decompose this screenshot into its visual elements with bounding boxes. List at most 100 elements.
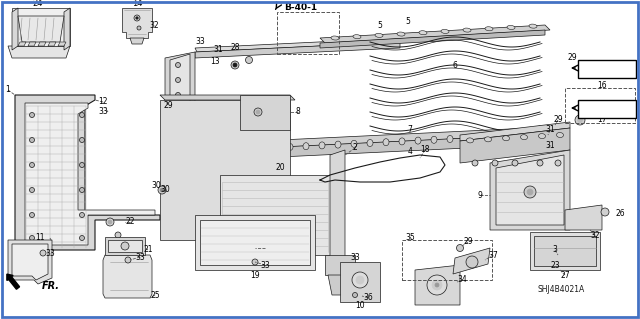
Bar xyxy=(277,12,339,54)
Circle shape xyxy=(79,235,84,241)
Circle shape xyxy=(79,188,84,192)
Circle shape xyxy=(456,244,463,251)
Circle shape xyxy=(136,17,138,19)
Ellipse shape xyxy=(397,32,405,36)
Ellipse shape xyxy=(502,136,509,141)
Circle shape xyxy=(252,259,258,265)
Polygon shape xyxy=(195,42,400,58)
Polygon shape xyxy=(165,52,195,136)
Circle shape xyxy=(115,232,121,238)
Ellipse shape xyxy=(419,31,427,35)
Circle shape xyxy=(79,113,84,117)
Text: 16: 16 xyxy=(597,81,607,91)
Text: 27: 27 xyxy=(560,271,570,279)
Polygon shape xyxy=(18,16,64,42)
Text: 35: 35 xyxy=(405,233,415,241)
Circle shape xyxy=(79,212,84,218)
Text: 9: 9 xyxy=(477,190,483,199)
Polygon shape xyxy=(160,100,290,240)
Polygon shape xyxy=(534,236,596,266)
Text: B-41-20: B-41-20 xyxy=(588,65,627,75)
Ellipse shape xyxy=(353,35,361,39)
Polygon shape xyxy=(58,42,66,46)
Text: 10: 10 xyxy=(355,300,365,309)
Polygon shape xyxy=(25,103,155,252)
Text: 3: 3 xyxy=(552,246,557,255)
Circle shape xyxy=(512,160,518,166)
Polygon shape xyxy=(453,248,490,274)
Text: 33: 33 xyxy=(195,38,205,47)
Text: 21: 21 xyxy=(143,246,153,255)
Ellipse shape xyxy=(485,27,493,31)
Polygon shape xyxy=(103,255,152,298)
Ellipse shape xyxy=(367,139,373,146)
Circle shape xyxy=(158,186,166,194)
Circle shape xyxy=(524,186,536,198)
Text: B-40-1: B-40-1 xyxy=(284,3,317,11)
Circle shape xyxy=(29,113,35,117)
Polygon shape xyxy=(170,54,190,134)
Ellipse shape xyxy=(303,143,309,150)
Circle shape xyxy=(577,117,582,122)
Ellipse shape xyxy=(375,33,383,37)
Polygon shape xyxy=(415,265,460,305)
Circle shape xyxy=(29,188,35,192)
Text: 33: 33 xyxy=(260,261,270,270)
Circle shape xyxy=(427,275,447,295)
Circle shape xyxy=(537,160,543,166)
Polygon shape xyxy=(530,232,600,270)
Polygon shape xyxy=(280,135,530,157)
Circle shape xyxy=(29,162,35,167)
Circle shape xyxy=(492,160,498,166)
Bar xyxy=(578,100,636,118)
Text: 33: 33 xyxy=(350,254,360,263)
Polygon shape xyxy=(122,8,152,38)
Polygon shape xyxy=(105,237,145,255)
Circle shape xyxy=(175,78,180,83)
Circle shape xyxy=(352,272,368,288)
Text: 20: 20 xyxy=(275,162,285,172)
FancyArrow shape xyxy=(7,274,20,289)
Bar xyxy=(402,240,492,280)
Ellipse shape xyxy=(484,137,492,142)
Text: 29: 29 xyxy=(567,54,577,63)
Text: 7: 7 xyxy=(408,125,412,135)
Circle shape xyxy=(353,293,358,298)
Polygon shape xyxy=(195,215,315,270)
Circle shape xyxy=(466,256,478,268)
Circle shape xyxy=(575,115,585,125)
Circle shape xyxy=(29,137,35,143)
Ellipse shape xyxy=(507,26,515,29)
Text: 31: 31 xyxy=(545,140,555,150)
Text: 36: 36 xyxy=(363,293,373,302)
Polygon shape xyxy=(328,275,352,295)
Text: 22: 22 xyxy=(125,218,135,226)
Circle shape xyxy=(601,208,609,216)
Text: 32: 32 xyxy=(149,21,159,31)
Text: 18: 18 xyxy=(420,145,429,154)
Text: 14: 14 xyxy=(132,0,142,8)
Circle shape xyxy=(356,276,364,284)
Ellipse shape xyxy=(287,144,293,151)
Bar xyxy=(578,60,636,78)
Text: 19: 19 xyxy=(250,271,260,279)
Polygon shape xyxy=(64,8,70,50)
Circle shape xyxy=(175,93,180,98)
Circle shape xyxy=(160,188,164,192)
Text: FR.: FR. xyxy=(42,281,60,291)
Text: 34: 34 xyxy=(457,276,467,285)
Text: 30: 30 xyxy=(160,186,170,195)
Circle shape xyxy=(175,122,180,128)
Circle shape xyxy=(233,63,237,67)
Polygon shape xyxy=(200,220,310,265)
Polygon shape xyxy=(490,150,570,230)
Text: 29: 29 xyxy=(463,238,473,247)
Text: 31: 31 xyxy=(545,125,555,135)
Ellipse shape xyxy=(441,29,449,33)
Polygon shape xyxy=(8,240,52,284)
Ellipse shape xyxy=(538,134,545,138)
Polygon shape xyxy=(220,175,330,255)
Polygon shape xyxy=(130,38,144,44)
Circle shape xyxy=(472,160,478,166)
Text: 33: 33 xyxy=(135,253,145,262)
